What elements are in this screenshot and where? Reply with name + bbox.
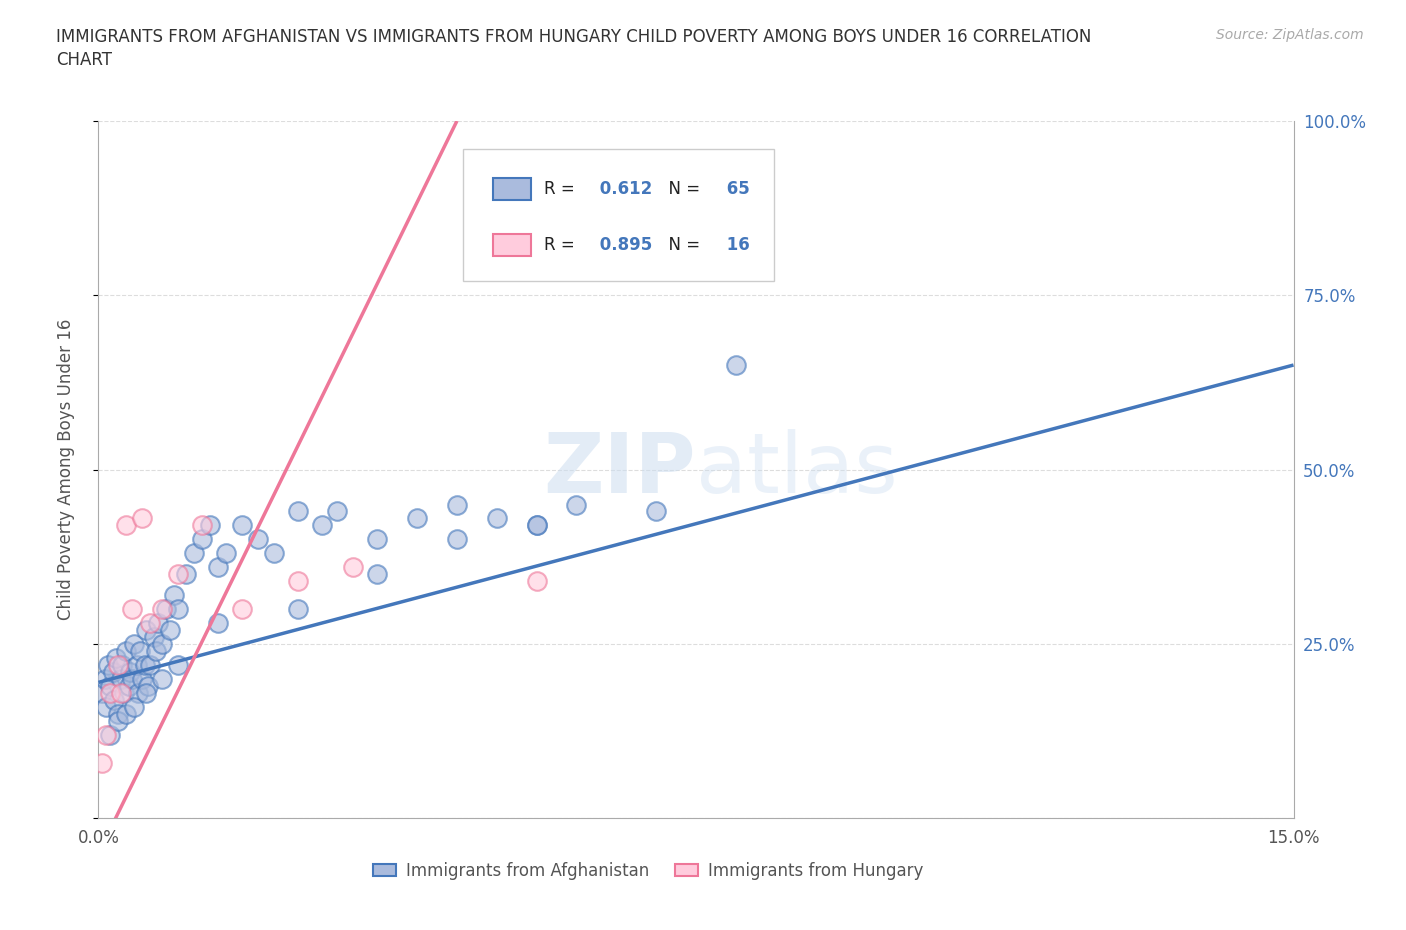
Text: 65: 65 — [721, 180, 749, 198]
Point — [136, 679, 159, 694]
Point — [246, 532, 269, 547]
Point — [263, 546, 285, 561]
Point — [148, 616, 170, 631]
Y-axis label: Child Poverty Among Boys Under 16: Child Poverty Among Boys Under 16 — [56, 319, 75, 620]
Point — [366, 566, 388, 582]
Point — [134, 658, 156, 672]
Point — [112, 685, 135, 700]
Text: Source: ZipAtlas.com: Source: ZipAtlas.com — [1216, 28, 1364, 42]
Point — [287, 602, 309, 617]
Point — [115, 644, 138, 658]
Point — [145, 644, 167, 658]
Point — [191, 518, 214, 533]
Point — [94, 671, 117, 686]
Point — [287, 574, 309, 589]
Legend: Immigrants from Afghanistan, Immigrants from Hungary: Immigrants from Afghanistan, Immigrants … — [367, 856, 929, 887]
Point — [135, 685, 157, 700]
Point — [311, 518, 333, 533]
Point — [150, 671, 173, 686]
Point — [107, 658, 129, 672]
Point — [167, 602, 190, 617]
Point — [342, 560, 364, 575]
Point — [91, 755, 114, 770]
Point — [115, 707, 138, 722]
Point — [101, 664, 124, 679]
Point — [131, 671, 153, 686]
Text: 16: 16 — [721, 235, 749, 254]
Point — [96, 699, 118, 714]
Point — [645, 504, 668, 519]
Point — [111, 658, 134, 672]
Point — [103, 692, 125, 708]
Point — [98, 679, 122, 694]
Point — [159, 623, 181, 638]
Point — [183, 546, 205, 561]
Point — [143, 630, 166, 644]
Point — [215, 546, 238, 561]
Point — [124, 699, 146, 714]
Text: ZIP: ZIP — [544, 429, 696, 511]
Point — [207, 560, 229, 575]
Point — [565, 497, 588, 512]
Point — [135, 623, 157, 638]
Text: 0.895: 0.895 — [595, 235, 652, 254]
Point — [115, 518, 138, 533]
Point — [150, 637, 173, 652]
Point — [107, 707, 129, 722]
FancyBboxPatch shape — [494, 178, 531, 200]
Point — [124, 637, 146, 652]
Point — [97, 658, 120, 672]
Point — [125, 658, 148, 672]
Point — [191, 532, 214, 547]
Point — [110, 685, 132, 700]
Point — [406, 512, 429, 526]
Point — [485, 512, 508, 526]
Point — [198, 518, 221, 533]
Point — [118, 679, 141, 694]
Point — [526, 518, 548, 533]
Point — [131, 512, 153, 526]
Point — [287, 504, 309, 519]
Text: N =: N = — [658, 180, 700, 198]
Point — [107, 713, 129, 728]
FancyBboxPatch shape — [494, 233, 531, 256]
Point — [110, 671, 132, 686]
Point — [207, 616, 229, 631]
Text: R =: R = — [544, 235, 575, 254]
Point — [326, 504, 349, 519]
Point — [104, 651, 127, 666]
Text: atlas: atlas — [696, 429, 897, 511]
Point — [96, 727, 118, 742]
Point — [121, 671, 143, 686]
Point — [526, 518, 548, 533]
Text: N =: N = — [658, 235, 700, 254]
Point — [98, 685, 122, 700]
Point — [167, 658, 190, 672]
Point — [366, 532, 388, 547]
Point — [446, 532, 468, 547]
Point — [174, 566, 197, 582]
Point — [120, 664, 142, 679]
Point — [446, 497, 468, 512]
Point — [121, 602, 143, 617]
Text: CHART: CHART — [56, 51, 112, 69]
Point — [139, 658, 162, 672]
Point — [127, 685, 149, 700]
Point — [155, 602, 177, 617]
Point — [724, 357, 747, 372]
Point — [163, 588, 186, 603]
Point — [231, 518, 253, 533]
Text: R =: R = — [544, 180, 575, 198]
Text: 0.612: 0.612 — [595, 180, 652, 198]
Point — [231, 602, 253, 617]
Point — [139, 616, 162, 631]
FancyBboxPatch shape — [463, 149, 773, 282]
Point — [150, 602, 173, 617]
Point — [167, 566, 190, 582]
Text: IMMIGRANTS FROM AFGHANISTAN VS IMMIGRANTS FROM HUNGARY CHILD POVERTY AMONG BOYS : IMMIGRANTS FROM AFGHANISTAN VS IMMIGRANT… — [56, 28, 1091, 46]
Point — [98, 727, 122, 742]
Point — [128, 644, 150, 658]
Point — [91, 685, 114, 700]
Point — [526, 574, 548, 589]
